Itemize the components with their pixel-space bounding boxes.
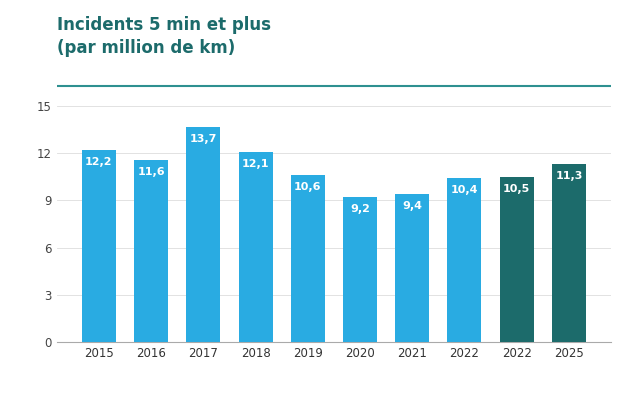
Bar xyxy=(82,150,116,342)
Text: 9,4: 9,4 xyxy=(402,201,422,211)
Bar xyxy=(186,127,220,342)
Text: 12,1: 12,1 xyxy=(242,159,269,169)
Bar xyxy=(552,164,586,342)
Bar xyxy=(447,178,481,342)
Bar xyxy=(239,152,273,342)
Bar xyxy=(134,160,168,342)
Bar xyxy=(343,197,377,342)
Text: 10,6: 10,6 xyxy=(294,182,321,192)
Bar xyxy=(500,177,534,342)
Text: 10,5: 10,5 xyxy=(503,184,530,194)
Text: 9,2: 9,2 xyxy=(350,204,370,214)
Text: 10,4: 10,4 xyxy=(450,185,478,195)
Bar xyxy=(395,194,429,342)
Bar xyxy=(291,175,324,342)
Text: 13,7: 13,7 xyxy=(190,134,217,143)
Text: Incidents 5 min et plus
(par million de km): Incidents 5 min et plus (par million de … xyxy=(57,16,271,57)
Text: 11,6: 11,6 xyxy=(137,167,165,176)
Legend: Résultats réels, Cible au Budget 2022 et cible 2025 du PSO: Résultats réels, Cible au Budget 2022 et… xyxy=(135,391,532,393)
Text: 11,3: 11,3 xyxy=(555,171,583,181)
Text: 12,2: 12,2 xyxy=(85,157,113,167)
